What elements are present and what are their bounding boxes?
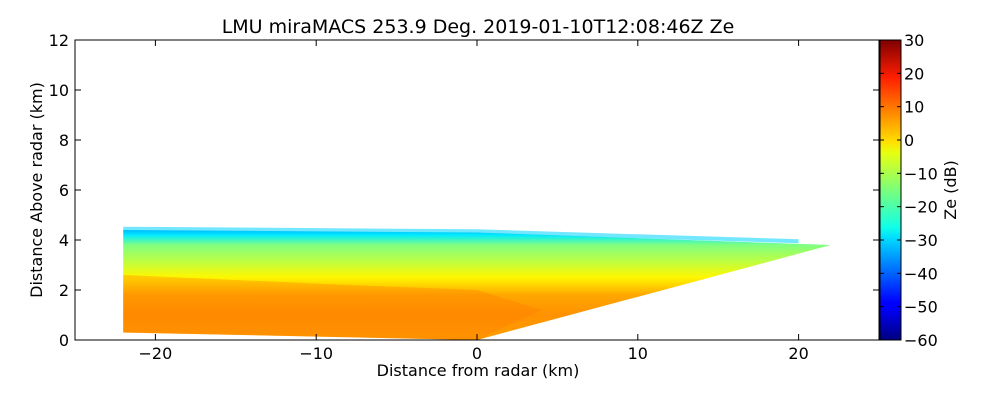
x-tick-label: 20 (788, 344, 808, 363)
y-tick-label: 4 (59, 231, 69, 250)
colorbar-tick-label: −60 (904, 331, 938, 350)
colorbar-label: Ze (dB) (941, 160, 960, 220)
colorbar-tick-label: 20 (904, 64, 924, 83)
y-tick-label: 6 (59, 181, 69, 200)
x-tick-label: 10 (628, 344, 648, 363)
x-tick-label: −10 (299, 344, 333, 363)
chart-title: LMU miraMACS 253.9 Deg. 2019-01-10T12:08… (222, 16, 735, 38)
colorbar-tick-label: 0 (904, 131, 914, 150)
colorbar-gradient (879, 39, 902, 341)
x-tick-label: −20 (139, 344, 173, 363)
plot-area: −20 −10 0 10 20 0 2 4 6 8 10 12 (49, 31, 880, 363)
colorbar-tick-label: −40 (904, 264, 938, 283)
x-axis-label: Distance from radar (km) (377, 361, 580, 380)
colorbar-ticks: 30 20 10 0 −10 −20 −30 −40 −50 −60 (880, 31, 938, 350)
colorbar-tick-label: 30 (904, 31, 924, 50)
colorbar-tick-label: −20 (904, 198, 938, 217)
y-axis-label: Distance Above radar (km) (27, 82, 46, 298)
x-tick-label: 0 (472, 344, 482, 363)
reflectivity-field (123, 226, 831, 340)
y-tick-label: 12 (49, 31, 69, 50)
y-tick-label: 2 (59, 281, 69, 300)
colorbar-tick-label: −10 (904, 164, 938, 183)
colorbar-tick-label: −50 (904, 298, 938, 317)
echo-top-fringe (123, 226, 799, 244)
y-axis: 0 2 4 6 8 10 12 (49, 31, 879, 350)
colorbar-tick-label: −30 (904, 231, 938, 250)
y-tick-label: 10 (49, 81, 69, 100)
scan-wedge (123, 230, 831, 340)
y-tick-label: 0 (59, 331, 69, 350)
y-tick-label: 8 (59, 131, 69, 150)
colorbar: 30 20 10 0 −10 −20 −30 −40 −50 −60 Ze (dB) (879, 31, 960, 350)
low-level-echo-band (123, 275, 542, 340)
x-axis: −20 −10 0 10 20 (139, 40, 809, 363)
colorbar-tick-label: 10 (904, 98, 924, 117)
